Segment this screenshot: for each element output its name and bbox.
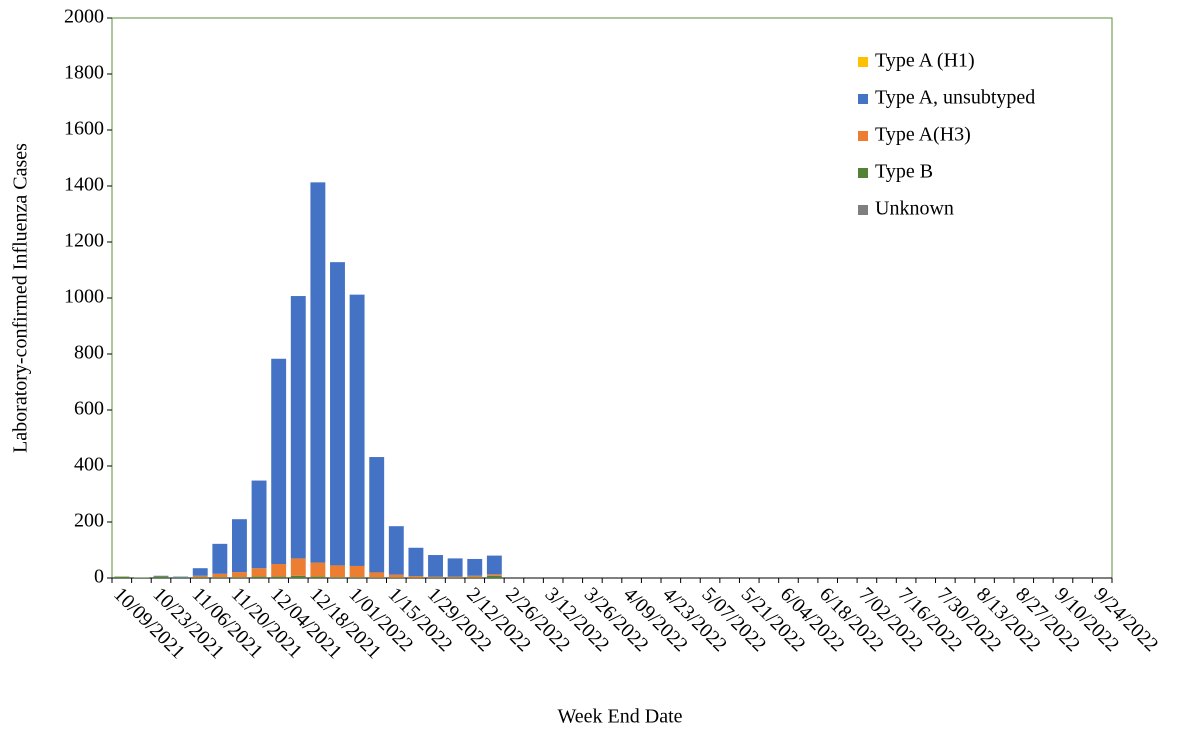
bar-segment bbox=[310, 182, 326, 563]
y-tick-label: 400 bbox=[74, 454, 104, 476]
legend-swatch bbox=[858, 168, 868, 178]
bar-segment bbox=[232, 572, 247, 578]
bar-segment bbox=[408, 576, 424, 578]
bar-segment bbox=[369, 572, 385, 578]
bar-segment bbox=[271, 564, 287, 577]
bar-segment bbox=[447, 558, 463, 577]
y-tick-label: 1600 bbox=[64, 118, 104, 140]
legend-swatch bbox=[858, 94, 868, 104]
bar-segment bbox=[173, 577, 189, 578]
bar-segment bbox=[369, 577, 385, 578]
bar-segment bbox=[173, 576, 189, 578]
y-tick-label: 800 bbox=[74, 342, 104, 364]
bar-segment bbox=[310, 562, 326, 577]
bar-segment bbox=[192, 575, 208, 578]
bar-segment bbox=[290, 296, 306, 559]
bar-segment bbox=[349, 294, 365, 566]
bar-segment bbox=[212, 573, 228, 578]
bar-segment bbox=[330, 565, 345, 578]
bar-segment bbox=[290, 558, 306, 576]
y-axis-label: Laboratory-confirmed Influenza Cases bbox=[10, 143, 32, 453]
bar-segment bbox=[251, 480, 267, 569]
bar-segment bbox=[486, 575, 502, 578]
y-tick-label: 1000 bbox=[64, 286, 104, 308]
bar-segment bbox=[428, 577, 443, 578]
legend-swatch bbox=[858, 131, 868, 141]
bar-segment bbox=[447, 577, 463, 578]
bar-segment bbox=[290, 575, 306, 578]
bar-segment bbox=[467, 575, 483, 578]
y-tick-label: 600 bbox=[74, 398, 104, 420]
legend-label: Type A(H3) bbox=[875, 124, 971, 146]
bar-segment bbox=[388, 526, 404, 575]
bar-segment bbox=[310, 576, 326, 578]
bar-segment bbox=[232, 519, 247, 573]
legend-label: Unknown bbox=[875, 198, 954, 220]
bar-segment bbox=[232, 577, 247, 578]
bar-segment bbox=[271, 358, 287, 564]
bar-segment bbox=[153, 575, 169, 577]
bar-segment bbox=[192, 568, 208, 576]
legend-label: Type B bbox=[875, 161, 933, 183]
bar-segment bbox=[467, 577, 483, 578]
legend-label: Type A (H1) bbox=[875, 50, 975, 72]
bar-segment bbox=[153, 576, 169, 578]
bar-segment bbox=[349, 565, 365, 578]
bar-segment bbox=[447, 576, 463, 578]
bar-segment bbox=[428, 576, 443, 578]
legend-label: Type A, unsubtyped bbox=[875, 87, 1035, 109]
bar-segment bbox=[251, 568, 267, 577]
bar-segment bbox=[486, 555, 502, 575]
bar-segment bbox=[388, 574, 404, 578]
legend-swatch bbox=[858, 205, 868, 215]
bar-segment bbox=[212, 543, 228, 574]
y-tick-label: 2000 bbox=[64, 6, 104, 28]
bar-segment bbox=[408, 577, 424, 578]
bar-segment bbox=[388, 577, 404, 578]
bar-segment bbox=[330, 262, 345, 566]
bar-segment bbox=[486, 574, 502, 576]
bar-segment bbox=[251, 576, 267, 578]
bar-segment bbox=[349, 577, 365, 578]
y-tick-label: 1800 bbox=[64, 62, 104, 84]
bar-segment bbox=[428, 555, 443, 577]
bar-segment bbox=[467, 558, 483, 576]
bar-segment bbox=[114, 576, 130, 578]
bar-segment bbox=[133, 577, 149, 578]
bar-segment bbox=[408, 547, 424, 577]
bar-segment bbox=[271, 576, 287, 578]
bar-segment bbox=[192, 577, 208, 578]
bar-segment bbox=[212, 577, 228, 578]
bar-segment bbox=[330, 577, 345, 578]
x-axis-label: Week End Date bbox=[558, 706, 683, 728]
y-tick-label: 1400 bbox=[64, 174, 104, 196]
bar-segment bbox=[369, 457, 385, 573]
y-tick-label: 1200 bbox=[64, 230, 104, 252]
legend-swatch bbox=[858, 57, 868, 67]
y-tick-label: 200 bbox=[74, 510, 104, 532]
y-tick-label: 0 bbox=[94, 566, 104, 588]
